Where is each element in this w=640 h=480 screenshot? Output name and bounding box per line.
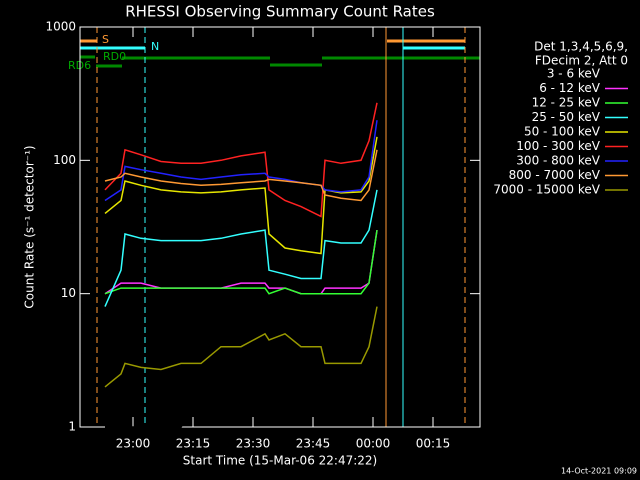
series-line — [104, 102, 378, 218]
series-line — [104, 306, 378, 388]
series-line — [104, 120, 378, 202]
status-bars: S N RD0 RD6 — [68, 33, 480, 72]
y-tick-label: 1000 — [45, 20, 76, 34]
legend-label: 12 - 25 keV — [532, 96, 601, 110]
footer: 14-Oct-2021 09:09 — [561, 467, 637, 476]
y-tick-label: 1 — [68, 420, 76, 434]
y-axis-label: Count Rate (s⁻¹ detector⁻¹) — [23, 145, 37, 308]
series-line — [104, 149, 378, 202]
legend-header: Det 1,3,4,5,6,9, — [534, 40, 628, 54]
legend-label: 300 - 800 keV — [516, 154, 600, 168]
x-tick-label: 23:00 — [116, 437, 151, 451]
annotation: RD0 — [103, 50, 126, 63]
legend-label: 800 - 7000 keV — [509, 168, 601, 182]
legend-label: 25 - 50 keV — [532, 110, 601, 124]
x-axis-label: Start Time (15-Mar-06 22:47:22) — [183, 454, 377, 468]
legend-label: 50 - 100 keV — [524, 125, 601, 139]
series-line — [104, 229, 378, 295]
legend-header: FDecim 2, Att 0 — [535, 54, 628, 68]
legend-label: 7000 - 15000 keV — [493, 183, 600, 197]
x-tick-label: 23:30 — [236, 437, 271, 451]
annotation: N — [151, 40, 159, 53]
x-tick-label: 23:15 — [176, 437, 211, 451]
legend-label: 6 - 12 keV — [539, 81, 601, 95]
series-line — [104, 229, 378, 295]
series-line — [105, 253, 378, 428]
x-tick-label: 00:00 — [356, 437, 391, 451]
series-line — [104, 189, 378, 307]
y-tick-label: 10 — [61, 286, 76, 300]
annotation: S — [102, 33, 109, 46]
x-tick-label: 00:15 — [416, 437, 451, 451]
legend-label: 3 - 6 keV — [547, 67, 601, 81]
chart-title: RHESSI Observing Summary Count Rates — [125, 3, 435, 21]
series-line — [104, 136, 378, 255]
plot-frame — [79, 26, 481, 428]
x-tick-label: 23:45 — [296, 437, 331, 451]
legend-label: 100 - 300 keV — [516, 139, 600, 153]
y-tick-label: 100 — [53, 153, 76, 167]
